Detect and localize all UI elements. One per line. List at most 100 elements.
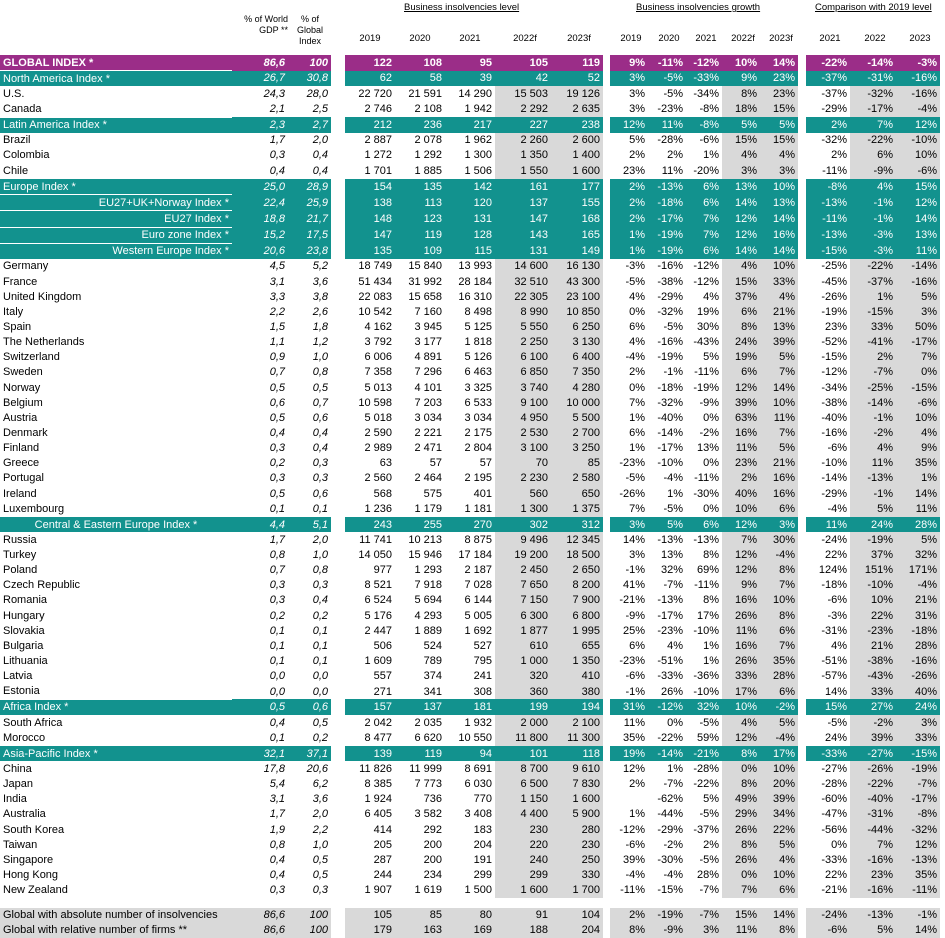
- comparison-2019-cell: -33%: [806, 745, 850, 762]
- insolvency-level-cell: 6 800: [551, 608, 603, 624]
- global-index-share: 0,1: [312, 624, 328, 637]
- insolvency-growth-cell: 13%: [722, 178, 760, 195]
- row-label: U.S.: [3, 87, 25, 100]
- world-gdp-share: 0,8: [269, 549, 285, 562]
- insolvency-level-cell: 7 160: [414, 305, 442, 318]
- row-label: Latin America Index *: [0, 116, 232, 133]
- comparison-2019-cell: -11%: [822, 164, 847, 177]
- column-gap: [603, 227, 610, 244]
- insolvency-level-cell: 21 591: [408, 87, 442, 100]
- row-label: Czech Republic: [3, 579, 81, 592]
- country-row: Germany 4,5 5,2 18 749 15 840 13 993 14 600 16 …: [0, 258, 940, 274]
- comparison-2019-cell: -6%: [896, 162, 940, 179]
- world-gdp-share: 0,4: [269, 716, 285, 729]
- insolvency-growth-cell: 6%: [629, 320, 645, 333]
- insolvency-growth-cell: 30%: [760, 532, 798, 548]
- insolvency-level-cell: 255: [395, 516, 445, 533]
- insolvency-growth-cell: [760, 898, 798, 908]
- country-row: Belgium 0,6 0,7 10 598 7 203 6 533 9 100 10 000…: [0, 395, 940, 411]
- global-index-share: 100: [288, 55, 331, 71]
- row-label: Portugal: [3, 472, 44, 485]
- insolvency-level-cell: 1 692: [464, 624, 492, 637]
- comparison-2019-cell: -18%: [821, 579, 847, 592]
- column-gap: [331, 638, 345, 653]
- insolvency-level-cell: 795: [473, 655, 492, 668]
- insolvency-growth-cell: -1%: [663, 366, 683, 379]
- insolvency-growth-cell: 14%: [760, 243, 798, 259]
- insolvency-growth-cell: 8%: [760, 608, 798, 624]
- column-gap: [798, 907, 806, 923]
- column-gap: [798, 274, 806, 289]
- column-gap: [798, 350, 806, 365]
- column-gap: [331, 289, 345, 304]
- insolvency-growth-cell: 7%: [722, 882, 760, 898]
- insolvency-level-cell: 6 533: [464, 396, 492, 409]
- insolvency-level-cell: 414: [373, 823, 392, 836]
- row-label: United Kingdom: [3, 290, 82, 303]
- insolvency-growth-cell: [648, 898, 686, 908]
- comparison-2019-cell: -4%: [827, 502, 847, 515]
- comparison-2019-cell: -22%: [850, 258, 896, 274]
- insolvency-growth-cell: 5%: [760, 117, 798, 133]
- country-row: U.S. 24,3 28,0 22 720 21 591 14 290 15 503 19 1…: [0, 86, 940, 102]
- insolvency-growth-cell: 6%: [629, 426, 645, 439]
- column-gap: [603, 699, 610, 716]
- comparison-2019-cell: 15%: [896, 178, 940, 195]
- insolvency-growth-cell: 7%: [629, 396, 645, 409]
- column-gap: [798, 548, 806, 563]
- insolvency-level-cell: 122: [345, 55, 395, 71]
- comparison-2019-cell: -15%: [806, 243, 850, 259]
- country-row: Chile 0,4 0,4 1 701 1 885 1 506 1 550 1 600 23% 1…: [0, 162, 940, 179]
- global-index-share: 1,0: [312, 351, 328, 364]
- column-gap: [331, 210, 345, 228]
- insolvency-level-cell: 1 924: [364, 793, 392, 806]
- row-label: Canada: [3, 102, 42, 115]
- insolvency-growth-cell: -19%: [648, 227, 686, 244]
- global-index-share: 5,2: [312, 260, 328, 273]
- insolvency-level-cell: 10 598: [358, 396, 392, 409]
- insolvency-growth-cell: -19%: [657, 351, 683, 364]
- insolvency-level-cell: 11 300: [551, 730, 603, 746]
- global-index-share: 2,0: [312, 808, 328, 821]
- insolvency-level-cell: 527: [473, 639, 492, 652]
- insolvency-level-cell: 168: [551, 210, 603, 228]
- column-gap: [798, 822, 806, 837]
- comparison-2019-cell: 3%: [896, 304, 940, 320]
- insolvency-growth-cell: 5%: [648, 516, 686, 533]
- insolvency-level-cell: 1 350: [495, 147, 551, 163]
- comparison-2019-cell: 5%: [850, 501, 896, 517]
- insolvency-level-cell: 312: [551, 516, 603, 533]
- row-label: Central & Eastern Europe Index *: [0, 516, 232, 533]
- region-row: Central & Eastern Europe Index * 4,4 5,1 24…: [0, 516, 940, 533]
- insolvency-level-cell: 139: [345, 745, 395, 762]
- global-index-share: 0,1: [312, 655, 328, 668]
- comparison-2019-cell: -28%: [821, 778, 847, 791]
- column-gap: [603, 259, 610, 274]
- insolvency-level-cell: 244: [373, 869, 392, 882]
- comparison-2019-cell: 171%: [896, 562, 940, 578]
- insolvency-growth-cell: 31%: [610, 699, 648, 716]
- insolvency-table: GLOBAL INDEX * 86,6 100 122 108 95 105 119 9% -11…: [0, 55, 940, 938]
- insolvency-growth-cell: -18%: [648, 194, 686, 211]
- country-row: Singapore 0,4 0,5 287 200 191 240 250 39% -30% -5%…: [0, 852, 940, 868]
- comparison-2019-cell: -17%: [850, 101, 896, 118]
- insolvency-level-cell: 9 610: [551, 761, 603, 777]
- insolvency-level-cell: 1 877: [495, 623, 551, 639]
- global-index-share: 17,5: [288, 227, 331, 244]
- insolvency-level-cell: 374: [423, 670, 442, 683]
- comparison-2019-cell: -15%: [896, 379, 940, 396]
- row-label: EU27+UK+Norway Index *: [0, 194, 232, 211]
- country-row: South Korea 1,9 2,2 414 292 183 230 280 -12% -29%…: [0, 822, 940, 838]
- insolvency-level-cell: 8 477: [364, 732, 392, 744]
- column-gap: [798, 699, 806, 716]
- insolvency-growth-cell: 24%: [722, 334, 760, 350]
- insolvency-growth-cell: -12%: [648, 699, 686, 716]
- comparison-2019-cell: -44%: [850, 822, 896, 838]
- insolvency-growth-cell: 10%: [722, 699, 760, 716]
- comparison-2019-cell: -15%: [821, 351, 847, 364]
- global-index-share: 100: [288, 922, 331, 938]
- insolvency-growth-cell: 26%: [722, 822, 760, 838]
- insolvency-level-cell: 155: [551, 194, 603, 211]
- insolvency-growth-cell: 32%: [686, 699, 722, 716]
- insolvency-level-cell: 194: [551, 699, 603, 716]
